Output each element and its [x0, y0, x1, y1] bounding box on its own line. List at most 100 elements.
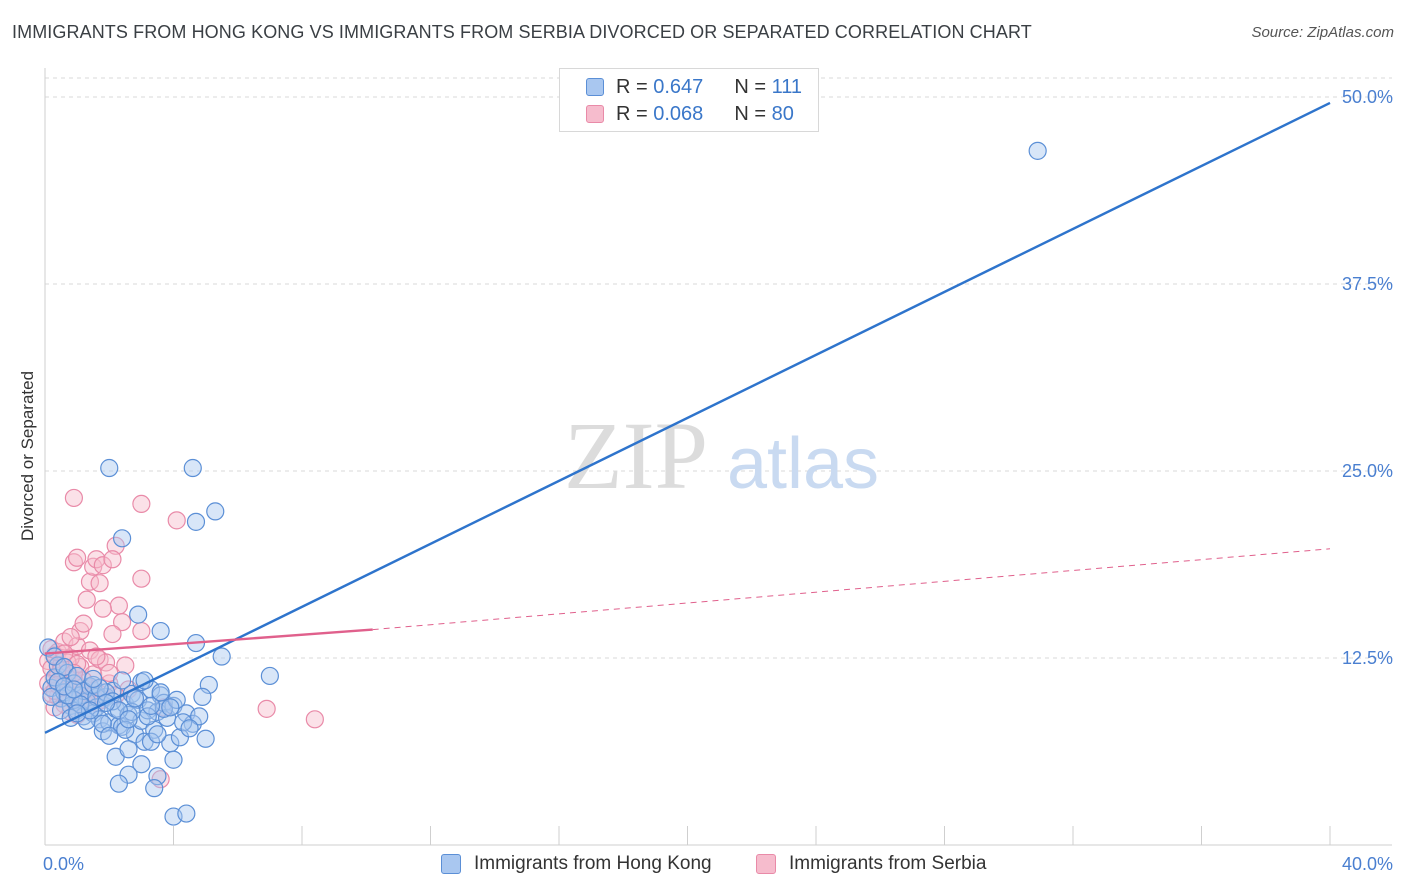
- legend-r-value-serbia: 0.068: [653, 102, 704, 125]
- hong-kong-point: [100, 458, 119, 478]
- hong-kong-point: [164, 750, 183, 769]
- series-legend-hong-kong[interactable]: Immigrants from Hong Kong: [441, 851, 712, 877]
- hong-kong-point: [183, 458, 202, 478]
- series-label-serbia: Immigrants from Serbia: [789, 853, 987, 874]
- legend-r-label: R =: [616, 75, 648, 98]
- legend-swatch-serbia: [586, 105, 604, 123]
- y-axis-label: Divorced or Separated: [18, 371, 37, 541]
- hong-kong-point: [151, 621, 170, 641]
- hong-kong-point: [90, 678, 109, 698]
- hong-kong-point: [109, 774, 128, 793]
- hong-kong-point: [112, 529, 132, 548]
- hong-kong-point: [151, 683, 170, 702]
- hong-kong-point: [55, 657, 74, 677]
- hong-kong-point: [148, 767, 167, 786]
- series-swatch-serbia: [756, 854, 776, 874]
- hong-kong-point: [260, 666, 279, 686]
- hong-kong-trend-line: [44, 101, 1331, 734]
- watermark-atlas: atlas: [727, 424, 879, 504]
- serbia-point: [77, 590, 96, 609]
- hong-kong-point: [84, 669, 103, 689]
- legend-r-label: R =: [616, 102, 648, 125]
- legend-n-label: N =: [734, 75, 767, 98]
- source-label: Source: ZipAtlas.com: [1251, 24, 1394, 41]
- hong-kong-point: [206, 502, 225, 521]
- serbia-point: [103, 550, 122, 569]
- tick-labels: 12.5% 25.0% 37.5% 50.0% 0.0% 40.0%: [43, 87, 1393, 874]
- y-tick-label: 50.0%: [1342, 87, 1393, 107]
- serbia-point: [87, 647, 106, 666]
- y-tick-label: 37.5%: [1342, 274, 1393, 294]
- legend-n-label: N =: [734, 102, 767, 125]
- hong-kong-point: [193, 687, 212, 706]
- axes: [44, 68, 1392, 846]
- legend-swatch-hong-kong: [586, 78, 604, 96]
- serbia-point: [132, 494, 151, 514]
- legend-r-value-hong-kong: 0.647: [653, 75, 704, 98]
- series-swatch-hong-kong: [441, 854, 461, 874]
- hong-kong-point: [145, 779, 164, 798]
- hong-kong-point: [180, 719, 199, 738]
- serbia-trend-line: [44, 628, 373, 655]
- serbia-point: [90, 574, 109, 593]
- hong-kong-point: [112, 671, 132, 690]
- serbia-point: [93, 556, 112, 575]
- series-legend-serbia[interactable]: Immigrants from Serbia: [756, 851, 986, 877]
- y-tick-label: 12.5%: [1342, 648, 1393, 668]
- serbia-point: [64, 488, 84, 508]
- chart-title: IMMIGRANTS FROM HONG KONG VS IMMIGRANTS …: [12, 22, 1032, 42]
- hong-kong-point: [186, 512, 206, 531]
- serbia-point: [68, 548, 87, 567]
- x-tick-label: 40.0%: [1342, 854, 1393, 874]
- hong-kong-point: [116, 720, 135, 739]
- legend-n-value-serbia: 80: [771, 102, 794, 125]
- legend-row-hong-kong: R = 0.647 N = 111: [586, 75, 802, 99]
- serbia-point: [305, 710, 324, 729]
- serbia-point: [93, 599, 112, 618]
- serbia-point: [61, 627, 80, 647]
- serbia-point: [103, 624, 122, 644]
- hong-kong-point: [132, 755, 151, 774]
- hong-kong-point: [161, 698, 180, 717]
- serbia-points: [39, 488, 324, 789]
- hong-kong-point: [100, 726, 119, 745]
- serbia-point: [96, 653, 116, 672]
- serbia-point: [106, 536, 125, 555]
- hong-kong-point: [1028, 141, 1047, 160]
- hong-kong-point: [190, 707, 209, 726]
- hong-kong-point: [129, 605, 148, 624]
- hong-kong-point: [141, 732, 161, 751]
- serbia-point: [80, 572, 100, 591]
- serbia-point: [109, 596, 128, 615]
- series-label-hong-kong: Immigrants from Hong Kong: [474, 853, 712, 874]
- hong-kong-point: [196, 729, 215, 748]
- serbia-point: [116, 656, 135, 675]
- serbia-point: [112, 612, 132, 632]
- serbia-point: [167, 511, 186, 530]
- hong-kong-point: [148, 725, 167, 744]
- legend-row-serbia: R = 0.068 N = 80: [586, 102, 794, 126]
- hong-kong-point: [119, 740, 138, 759]
- watermark: ZIP atlas: [564, 402, 879, 509]
- correlation-legend: R = 0.647 N = 111 R = 0.068 N = 80: [559, 68, 819, 132]
- hong-kong-point: [119, 710, 138, 729]
- gridlines: [45, 77, 1392, 659]
- hong-kong-points: [39, 141, 1047, 826]
- legend-n-value-hong-kong: 111: [771, 75, 803, 98]
- hong-kong-point: [141, 696, 161, 715]
- hong-kong-point: [167, 690, 186, 709]
- y-tick-label: 25.0%: [1342, 461, 1393, 481]
- serbia-point: [132, 621, 151, 641]
- serbia-point: [74, 614, 93, 633]
- hong-kong-point: [64, 680, 84, 699]
- hong-kong-point: [212, 647, 231, 666]
- serbia-point: [151, 770, 170, 789]
- hong-kong-point: [177, 804, 196, 823]
- trend-lines: [44, 101, 1331, 734]
- hong-kong-point: [42, 687, 61, 706]
- serbia-point: [132, 569, 151, 588]
- x-tick-label: 0.0%: [43, 854, 84, 874]
- serbia-trend-extension: [372, 548, 1331, 631]
- serbia-point: [257, 699, 276, 718]
